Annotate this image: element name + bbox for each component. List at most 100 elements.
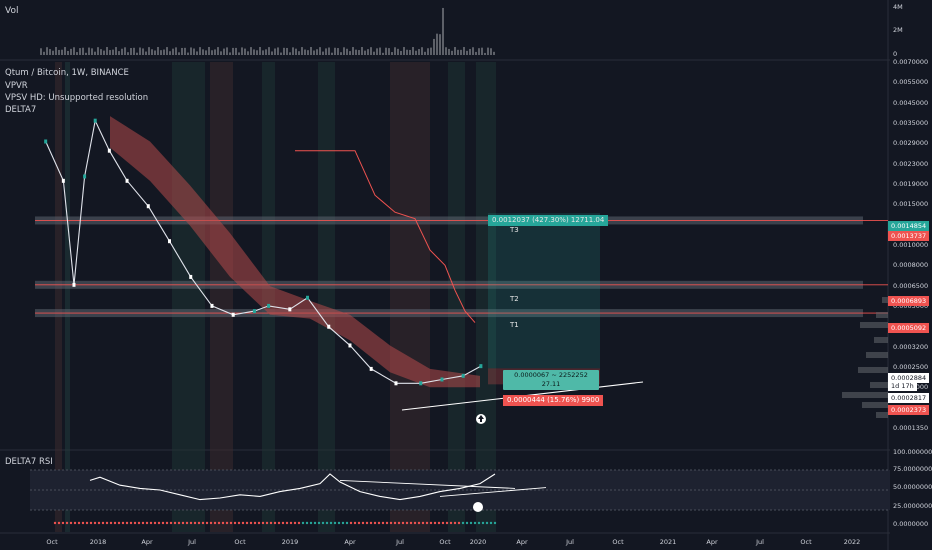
volume-bar: [112, 49, 114, 55]
volume-bar: [295, 48, 297, 55]
signal-zone: [448, 62, 465, 532]
price-badge: 0.0002373: [888, 405, 930, 415]
rsi-dot: [185, 521, 189, 525]
price-badge: 0.0002884: [888, 373, 930, 383]
volume-bar: [217, 47, 219, 55]
volume-bar: [274, 48, 276, 55]
indicator-delta7[interactable]: DELTA7: [5, 105, 37, 115]
signal-zone: [55, 62, 62, 532]
rsi-dot: [473, 521, 477, 525]
price-axis-label: 0.0006500: [893, 281, 929, 290]
rsi-dot: [157, 521, 161, 525]
rsi-dot: [153, 521, 157, 525]
volume-bar: [55, 47, 57, 55]
rsi-dot: [193, 521, 197, 525]
rsi-dot: [245, 521, 249, 525]
rsi-dot: [81, 521, 85, 525]
volume-bar: [280, 52, 282, 55]
volume-bar: [286, 47, 288, 55]
volume-profile-bar: [876, 412, 888, 418]
volume-bar: [406, 49, 408, 55]
volume-bar: [103, 50, 105, 55]
rsi-dot: [249, 521, 253, 525]
rsi-axis-label: 25.0000000: [893, 502, 932, 510]
price-axis-label: 0.0010000: [893, 241, 929, 249]
volume-profile-bar: [842, 392, 888, 398]
volume-bar: [463, 47, 465, 55]
trailing-stop-line: [295, 150, 476, 323]
volume-bar: [151, 49, 153, 55]
price-axis-label: 0.0023000: [893, 159, 929, 168]
volume-bar: [454, 47, 456, 55]
position-info-box[interactable]: 0.0000067 ~ 2252252 27.11: [503, 370, 599, 390]
signal-zone: [390, 62, 430, 532]
volume-bar: [283, 47, 285, 55]
volume-bar: [433, 38, 435, 55]
rsi-dot: [433, 521, 437, 525]
rsi-dot: [189, 521, 193, 525]
volume-bar: [121, 48, 123, 55]
rsi-buy-signal-icon: [473, 502, 483, 512]
price-badge: 0.0014854: [888, 221, 930, 231]
rsi-dot: [269, 521, 273, 525]
candle: [369, 366, 373, 371]
symbol-title[interactable]: Qtum / Bitcoin, 1W, BINANCE: [5, 68, 129, 78]
rsi-dot: [397, 521, 401, 525]
rsi-dot: [401, 521, 405, 525]
volume-profile-bar: [858, 367, 888, 373]
rsi-dot: [321, 521, 325, 525]
rsi-dot: [117, 521, 121, 525]
volume-bar: [268, 47, 270, 55]
rsi-dot: [305, 521, 309, 525]
volume-profile-bar: [882, 297, 888, 303]
rsi-dot: [389, 521, 393, 525]
rsi-dot: [329, 521, 333, 525]
candle: [146, 204, 150, 209]
rsi-dot: [485, 521, 489, 525]
rsi-dot: [65, 521, 69, 525]
volume-bar: [403, 47, 405, 55]
rsi-dot: [377, 521, 381, 525]
volume-bar: [136, 52, 138, 55]
rsi-dot: [133, 521, 137, 525]
volume-bar: [490, 48, 492, 55]
volume-bar: [382, 52, 384, 55]
price-axis-label: 0.0019000: [893, 180, 929, 188]
rsi-dot: [197, 521, 201, 525]
rsi-dot: [425, 521, 429, 525]
rsi-dot: [341, 521, 345, 525]
indicator-vpsv[interactable]: VPSV HD: Unsupported resolution: [5, 93, 149, 103]
volume-bar: [97, 47, 99, 55]
volume-bar: [142, 48, 144, 55]
volume-bar: [118, 51, 120, 55]
volume-bar: [88, 47, 90, 55]
volume-bar: [298, 51, 300, 55]
price-axis-label: 0.0035000: [893, 119, 929, 127]
time-axis-label: Oct: [234, 538, 246, 546]
volume-bar: [292, 47, 294, 55]
rsi-dot: [449, 521, 453, 525]
rsi-dot: [213, 521, 217, 525]
volume-bar: [334, 47, 336, 55]
time-axis-label: 2019: [281, 538, 299, 546]
profit-target-label[interactable]: 0.0012037 (427.30%) 12711.04: [488, 215, 609, 226]
rsi-axis-label: 75.0000000: [893, 465, 932, 473]
volume-bar: [391, 52, 393, 55]
time-axis-label: Apr: [516, 538, 528, 546]
volume-bar: [388, 48, 390, 55]
indicator-vpvr[interactable]: VPVR: [5, 81, 28, 91]
rsi-dot: [477, 521, 481, 525]
rsi-dot: [177, 521, 181, 525]
rsi-dot: [357, 521, 361, 525]
stop-loss-label[interactable]: 0.0000444 (15.76%) 9900: [503, 395, 604, 406]
volume-bar: [304, 49, 306, 55]
rsi-title[interactable]: DELTA7 RSI: [5, 457, 53, 467]
time-axis-label: Oct: [612, 538, 624, 546]
volume-bar: [358, 50, 360, 55]
volume-bar: [79, 48, 81, 55]
volume-bar: [448, 48, 450, 55]
rsi-dot: [421, 521, 425, 525]
price-axis-label: 0.0008000: [893, 261, 929, 270]
volume-bar: [109, 50, 111, 55]
